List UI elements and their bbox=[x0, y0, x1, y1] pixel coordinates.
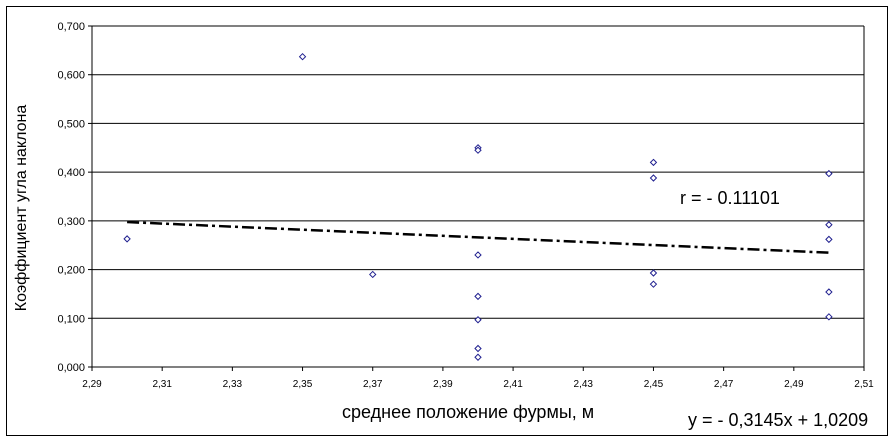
data-point bbox=[474, 146, 482, 154]
x-tick-label: 2,41 bbox=[503, 379, 523, 390]
y-tick-label: 0,600 bbox=[57, 70, 85, 82]
data-point bbox=[123, 235, 131, 243]
trendline bbox=[127, 220, 829, 254]
data-point bbox=[474, 316, 482, 324]
x-tick-label: 2,43 bbox=[574, 379, 594, 390]
data-point bbox=[825, 313, 833, 321]
data-point bbox=[649, 174, 658, 182]
trendline-equation: y = - 0,3145x + 1,0209 bbox=[688, 410, 869, 430]
y-tick-label: 0,400 bbox=[57, 167, 85, 179]
data-point bbox=[825, 169, 833, 178]
x-axis-label: среднее положение фурмы, м bbox=[342, 402, 595, 422]
y-axis-label: Коэффициент угла наклона bbox=[13, 104, 30, 312]
x-tick-label: 2,37 bbox=[363, 379, 383, 390]
y-tick-label: 0,500 bbox=[57, 118, 85, 130]
chart-frame bbox=[6, 6, 888, 436]
y-tick-label: 0,100 bbox=[57, 313, 85, 325]
data-point bbox=[369, 270, 377, 279]
data-point bbox=[825, 235, 833, 244]
x-tick-label: 2,35 bbox=[293, 379, 313, 390]
correlation-label: r = - 0.11101 bbox=[680, 188, 780, 208]
x-tick-label: 2,49 bbox=[784, 379, 804, 390]
data-point bbox=[474, 251, 482, 259]
x-tick-label: 2,31 bbox=[152, 379, 172, 390]
y-tick-label: 0,700 bbox=[57, 21, 85, 33]
data-point bbox=[825, 288, 833, 296]
data-point bbox=[298, 52, 307, 61]
x-tick-label: 2,29 bbox=[82, 379, 102, 390]
x-tick-label: 2,47 bbox=[714, 379, 734, 390]
data-point bbox=[825, 221, 833, 229]
y-tick-label: 0,300 bbox=[57, 216, 85, 228]
data-point bbox=[649, 280, 658, 288]
y-tick-label: 0,200 bbox=[57, 265, 85, 277]
x-tick-label: 2,33 bbox=[223, 379, 243, 390]
data-point bbox=[649, 269, 658, 277]
data-point bbox=[474, 292, 482, 301]
x-tick-label: 2,45 bbox=[644, 379, 664, 390]
data-point bbox=[474, 353, 482, 361]
x-tick-label: 2,39 bbox=[433, 379, 453, 390]
y-tick-label: 0,000 bbox=[57, 362, 85, 374]
data-point bbox=[649, 158, 658, 167]
data-point bbox=[474, 344, 482, 353]
x-tick-label: 2,51 bbox=[854, 379, 874, 390]
